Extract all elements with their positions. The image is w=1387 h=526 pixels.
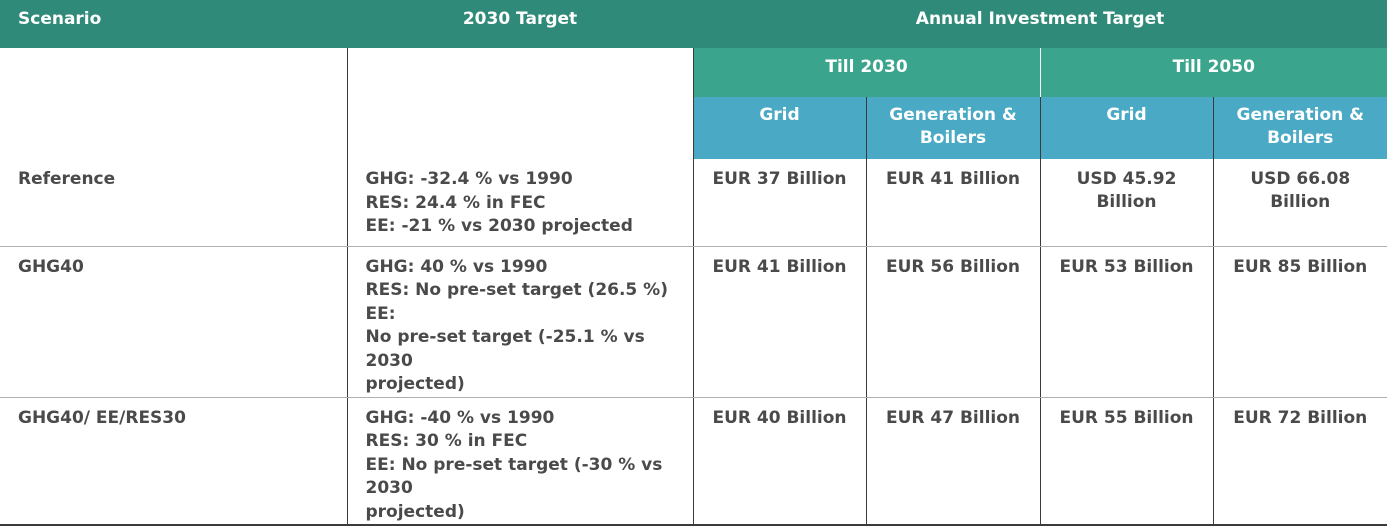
- header-till-2030: Till 2030: [693, 48, 1040, 97]
- header-annual-investment: Annual Investment Target: [693, 0, 1387, 48]
- target-line: EE: -21 % vs 2030 projected: [366, 215, 693, 239]
- header-grid-2030: Grid: [693, 97, 866, 159]
- target-line: No pre-set target (-25.1 % vs 2030: [366, 326, 693, 373]
- header-generation-2030: Generation & Boilers: [866, 97, 1040, 159]
- target-cell: GHG: -32.4 % vs 1990 RES: 24.4 % in FEC …: [347, 159, 693, 246]
- table-row: GHG40/ EE/RES30 GHG: -40 % vs 1990 RES: …: [0, 397, 1387, 525]
- target-line: GHG: 40 % vs 1990: [366, 256, 693, 280]
- grid-2030-cell: EUR 40 Billion: [693, 397, 866, 525]
- header-generation-2050-line2: Boilers: [1214, 127, 1387, 150]
- generation-2050-cell: EUR 72 Billion: [1213, 397, 1387, 525]
- value-line: Billion: [1214, 191, 1387, 214]
- header-2030-target: 2030 Target: [347, 0, 693, 48]
- scenario-cell: Reference: [0, 159, 347, 246]
- target-line: EE: No pre-set target (-30 % vs 2030: [366, 454, 693, 501]
- scenario-cell: GHG40: [0, 246, 347, 397]
- target-line: GHG: -32.4 % vs 1990: [366, 168, 693, 192]
- target-cell: GHG: -40 % vs 1990 RES: 30 % in FEC EE: …: [347, 397, 693, 525]
- grid-2050-cell: EUR 53 Billion: [1040, 246, 1213, 397]
- header-generation-2030-line1: Generation &: [867, 104, 1040, 127]
- header-scenario: Scenario: [0, 0, 347, 48]
- target-line: RES: 30 % in FEC: [366, 430, 693, 454]
- header-grid-2050: Grid: [1040, 97, 1213, 159]
- target-line: GHG: -40 % vs 1990: [366, 407, 693, 431]
- target-line: projected): [366, 373, 693, 397]
- header-blank-target: [347, 48, 693, 159]
- value-line: USD 45.92: [1041, 168, 1213, 191]
- header-generation-2030-line2: Boilers: [867, 127, 1040, 150]
- generation-2030-cell: EUR 41 Billion: [866, 159, 1040, 246]
- scenario-cell: GHG40/ EE/RES30: [0, 397, 347, 525]
- value-line: USD 66.08: [1214, 168, 1387, 191]
- table-row: GHG40 GHG: 40 % vs 1990 RES: No pre-set …: [0, 246, 1387, 397]
- generation-2030-cell: EUR 47 Billion: [866, 397, 1040, 525]
- target-line: projected): [366, 501, 693, 525]
- header-generation-2050: Generation & Boilers: [1213, 97, 1387, 159]
- target-line: RES: 24.4 % in FEC: [366, 192, 693, 216]
- grid-2050-cell: EUR 55 Billion: [1040, 397, 1213, 525]
- grid-2030-cell: EUR 41 Billion: [693, 246, 866, 397]
- grid-2030-cell: EUR 37 Billion: [693, 159, 866, 246]
- header-blank-scenario: [0, 48, 347, 159]
- target-cell: GHG: 40 % vs 1990 RES: No pre-set target…: [347, 246, 693, 397]
- header-row-1: Scenario 2030 Target Annual Investment T…: [0, 0, 1387, 48]
- generation-2050-cell: EUR 85 Billion: [1213, 246, 1387, 397]
- generation-2050-cell: USD 66.08 Billion: [1213, 159, 1387, 246]
- header-till-2050: Till 2050: [1040, 48, 1387, 97]
- header-generation-2050-line1: Generation &: [1214, 104, 1387, 127]
- grid-2050-cell: USD 45.92 Billion: [1040, 159, 1213, 246]
- table-row: Reference GHG: -32.4 % vs 1990 RES: 24.4…: [0, 159, 1387, 246]
- value-line: Billion: [1041, 191, 1213, 214]
- generation-2030-cell: EUR 56 Billion: [866, 246, 1040, 397]
- target-line: RES: No pre-set target (26.5 %) EE:: [366, 279, 693, 326]
- header-row-2: Till 2030 Till 2050: [0, 48, 1387, 97]
